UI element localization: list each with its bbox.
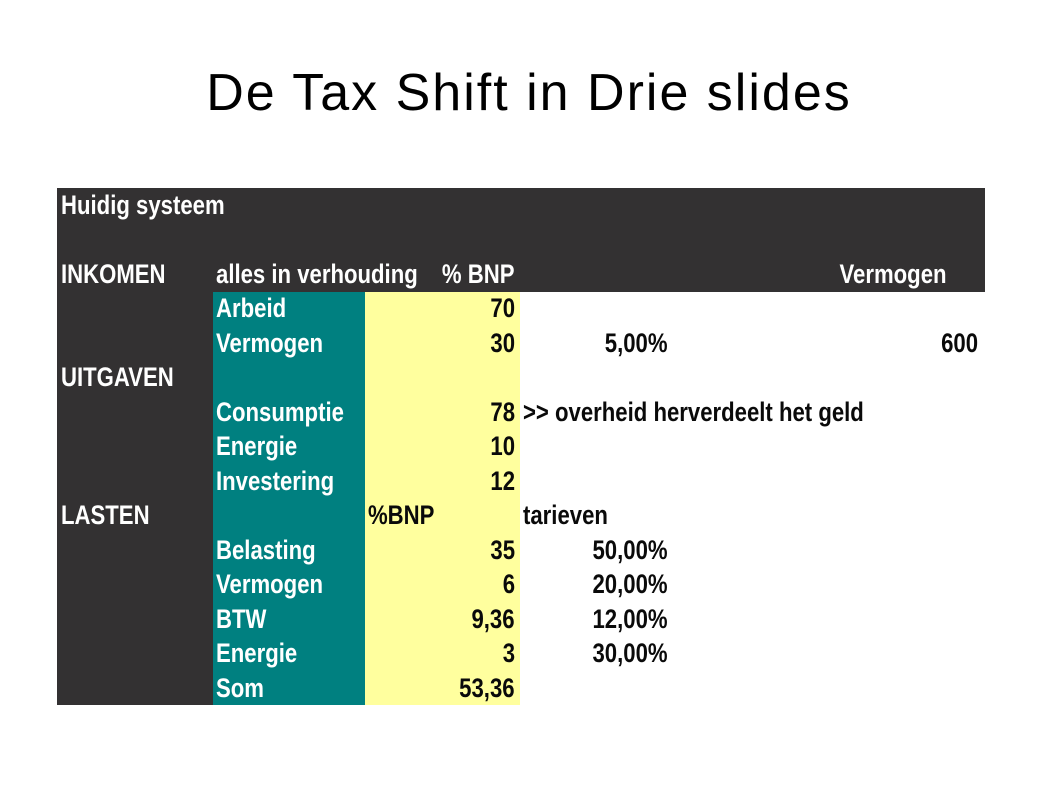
sheet-row: Som 53,36 bbox=[57, 671, 985, 706]
slide-title: De Tax Shift in Drie slides bbox=[206, 64, 852, 122]
value-cell: 12 bbox=[490, 466, 515, 496]
column-header-bnp-lasten: %BNP bbox=[368, 500, 435, 530]
vermogen-amount-cell: 600 bbox=[941, 328, 978, 358]
category-cell: Investering bbox=[216, 466, 335, 496]
sheet-row: Vermogen 30 5,00% 600 bbox=[57, 326, 985, 361]
value-cell: 30 bbox=[490, 328, 515, 358]
sheet-row: Energie 3 30,00% bbox=[57, 636, 985, 671]
section-label-inkomen: INKOMEN bbox=[61, 259, 166, 289]
sheet-row: Consumptie 78 >> overheid herverdeelt he… bbox=[57, 395, 985, 430]
sheet-row: Arbeid 70 bbox=[57, 291, 985, 326]
value-cell: 35 bbox=[490, 535, 515, 565]
category-cell: Belasting bbox=[216, 535, 316, 565]
value-cell: 6 bbox=[502, 569, 515, 599]
column-header-verhouding: alles in verhouding bbox=[216, 259, 418, 289]
category-cell: Energie bbox=[216, 431, 298, 461]
category-cell: Vermogen bbox=[216, 328, 324, 358]
sheet-row: Investering 12 bbox=[57, 464, 985, 499]
category-cell: Consumptie bbox=[216, 397, 344, 427]
rate-cell: 5,00% bbox=[605, 328, 668, 358]
column-header-vermogen: Vermogen bbox=[839, 259, 947, 289]
sheet-row bbox=[57, 222, 985, 257]
sheet-row: BTW 9,36 12,00% bbox=[57, 602, 985, 637]
value-cell: 70 bbox=[490, 293, 515, 323]
sheet-row: LASTEN %BNP tarieven bbox=[57, 498, 985, 533]
category-cell: Energie bbox=[216, 638, 298, 668]
category-cell: Arbeid bbox=[216, 293, 287, 323]
sheet-row: Vermogen 6 20,00% bbox=[57, 567, 985, 602]
total-value-cell: 53,36 bbox=[459, 673, 515, 703]
annotation-note: >> overheid herverdeelt het geld bbox=[523, 397, 864, 427]
section-label-uitgaven: UITGAVEN bbox=[61, 362, 174, 392]
rate-cell: 50,00% bbox=[592, 535, 668, 565]
total-label-cell: Som bbox=[216, 673, 264, 703]
column-header-tarieven: tarieven bbox=[523, 500, 608, 530]
category-cell: BTW bbox=[216, 604, 267, 634]
value-cell: 10 bbox=[490, 431, 515, 461]
value-column-background bbox=[365, 292, 520, 705]
rate-cell: 12,00% bbox=[592, 604, 668, 634]
column-header-bnp: % BNP bbox=[442, 259, 515, 289]
category-column-background bbox=[213, 292, 365, 705]
section-label-lasten: LASTEN bbox=[61, 500, 150, 530]
spreadsheet: Huidig systeem INKOMEN alles in verhoudi… bbox=[57, 188, 985, 705]
sheet-title-cell: Huidig systeem bbox=[61, 190, 225, 220]
rate-cell: 30,00% bbox=[592, 638, 668, 668]
sheet-row: Huidig systeem bbox=[57, 188, 985, 223]
rate-cell: 20,00% bbox=[592, 569, 668, 599]
sheet-row: Energie 10 bbox=[57, 429, 985, 464]
sheet-row: UITGAVEN bbox=[57, 360, 985, 395]
value-cell: 9,36 bbox=[471, 604, 515, 634]
sheet-row: INKOMEN alles in verhouding % BNP Vermog… bbox=[57, 257, 985, 292]
section-column-background bbox=[57, 188, 213, 705]
value-cell: 78 bbox=[490, 397, 515, 427]
value-cell: 3 bbox=[502, 638, 515, 668]
category-cell: Vermogen bbox=[216, 569, 324, 599]
sheet-row: Belasting 35 50,00% bbox=[57, 533, 985, 568]
